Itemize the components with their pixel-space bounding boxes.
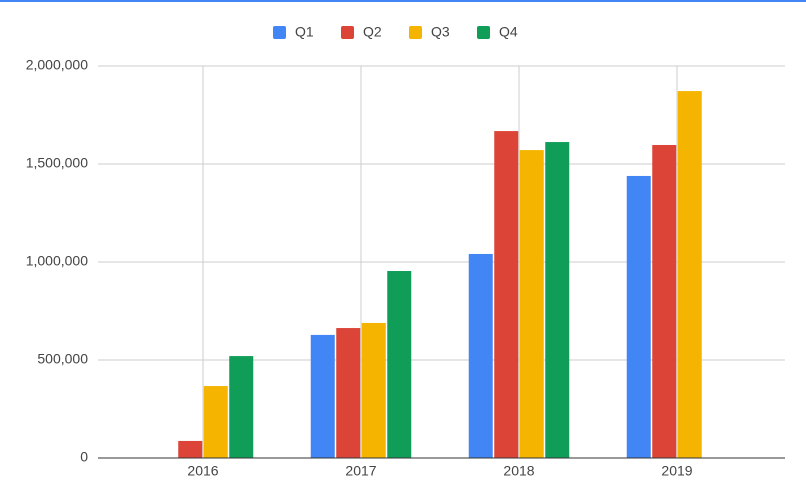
- bar: [468, 253, 493, 458]
- top-border: [0, 0, 806, 2]
- legend-label: Q2: [363, 24, 382, 40]
- bar: [626, 175, 651, 458]
- y-tick-label: 1,500,000: [26, 155, 88, 171]
- legend-swatch: [341, 26, 354, 39]
- bar: [203, 386, 228, 458]
- y-tick-label: 0: [80, 449, 88, 465]
- bar: [387, 271, 412, 458]
- bar: [310, 334, 335, 458]
- y-tick-label: 2,000,000: [26, 57, 88, 73]
- bar: [336, 328, 361, 458]
- y-tick-label: 500,000: [37, 351, 88, 367]
- bar: [178, 440, 203, 458]
- legend-swatch: [409, 26, 422, 39]
- bar: [494, 131, 519, 458]
- x-tick-label: 2017: [345, 463, 376, 479]
- x-tick-label: 2018: [503, 463, 534, 479]
- bar: [652, 144, 677, 458]
- legend-swatch: [273, 26, 286, 39]
- bar: [519, 150, 544, 459]
- x-tick-label: 2016: [187, 463, 218, 479]
- legend-label: Q1: [295, 24, 314, 40]
- bar: [677, 91, 702, 458]
- legend-label: Q3: [431, 24, 450, 40]
- legend-label: Q4: [499, 24, 518, 40]
- legend-swatch: [477, 26, 490, 39]
- bar: [361, 322, 386, 458]
- bar: [229, 356, 254, 458]
- bar: [545, 142, 570, 458]
- y-tick-label: 1,000,000: [26, 253, 88, 269]
- x-tick-label: 2019: [661, 463, 692, 479]
